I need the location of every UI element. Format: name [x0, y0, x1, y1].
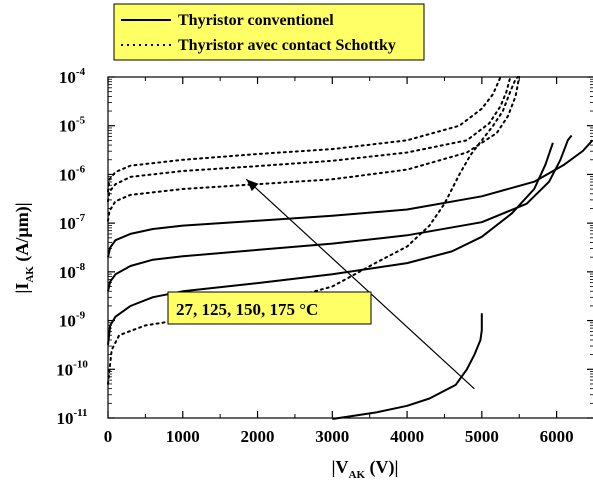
- annotation-text: 27, 125, 150, 175 °C: [176, 300, 318, 319]
- y-tick-label: 10-10: [56, 358, 88, 379]
- series-line-4: [107, 139, 593, 258]
- y-tick-label: 10-11: [56, 407, 87, 428]
- x-tick-label: 3000: [315, 427, 349, 446]
- annotation-arrow-line: [245, 178, 475, 390]
- x-tick-label: 6000: [540, 427, 574, 446]
- x-axis-title: |VAK (V)|: [332, 457, 399, 481]
- series-line-7: [107, 76, 512, 203]
- series-layer: [107, 76, 593, 420]
- legend-entry-dotted: Thyristor avec contact Schottky: [178, 37, 396, 54]
- y-tick-label: 10-6: [59, 163, 86, 184]
- y-tick-label: 10-8: [59, 261, 86, 282]
- y-tick-label: 10-4: [59, 66, 86, 87]
- plot-area: [107, 76, 593, 419]
- annotation-arrow-layer: [245, 178, 475, 390]
- y-tick-label: 10-7: [59, 212, 86, 233]
- series-line-8: [107, 76, 502, 193]
- annotation-arrow-head: [246, 179, 259, 192]
- series-line-5: [107, 76, 519, 385]
- annotation-box: [167, 291, 372, 325]
- x-tick-label: 1000: [166, 427, 200, 446]
- x-tick-label: 0: [104, 427, 113, 446]
- y-tick-label: 10-9: [59, 310, 86, 331]
- legend-entry-solid: Thyristor conventionel: [178, 12, 334, 29]
- y-axis-title-group: |IAK (A/µm)|: [12, 202, 36, 293]
- series-line-2: [107, 142, 554, 346]
- x-tick-label: 5000: [465, 427, 499, 446]
- y-axis-title: |IAK (A/µm)|: [12, 202, 36, 293]
- legend: Thyristor conventionel Thyristor avec co…: [113, 3, 425, 61]
- y-tick-label: 10-5: [59, 115, 86, 136]
- legend-box: [113, 3, 425, 61]
- axis-ticks: 0 1000 2000 3000 4000 5000 6000 10-11 10-10 10-9 1…: [56, 66, 593, 446]
- series-line-6: [107, 76, 521, 222]
- series-line-3: [107, 134, 573, 292]
- temperature-annotation: 27, 125, 150, 175 °C: [167, 291, 372, 325]
- x-tick-label: 4000: [390, 427, 424, 446]
- x-tick-label: 2000: [241, 427, 275, 446]
